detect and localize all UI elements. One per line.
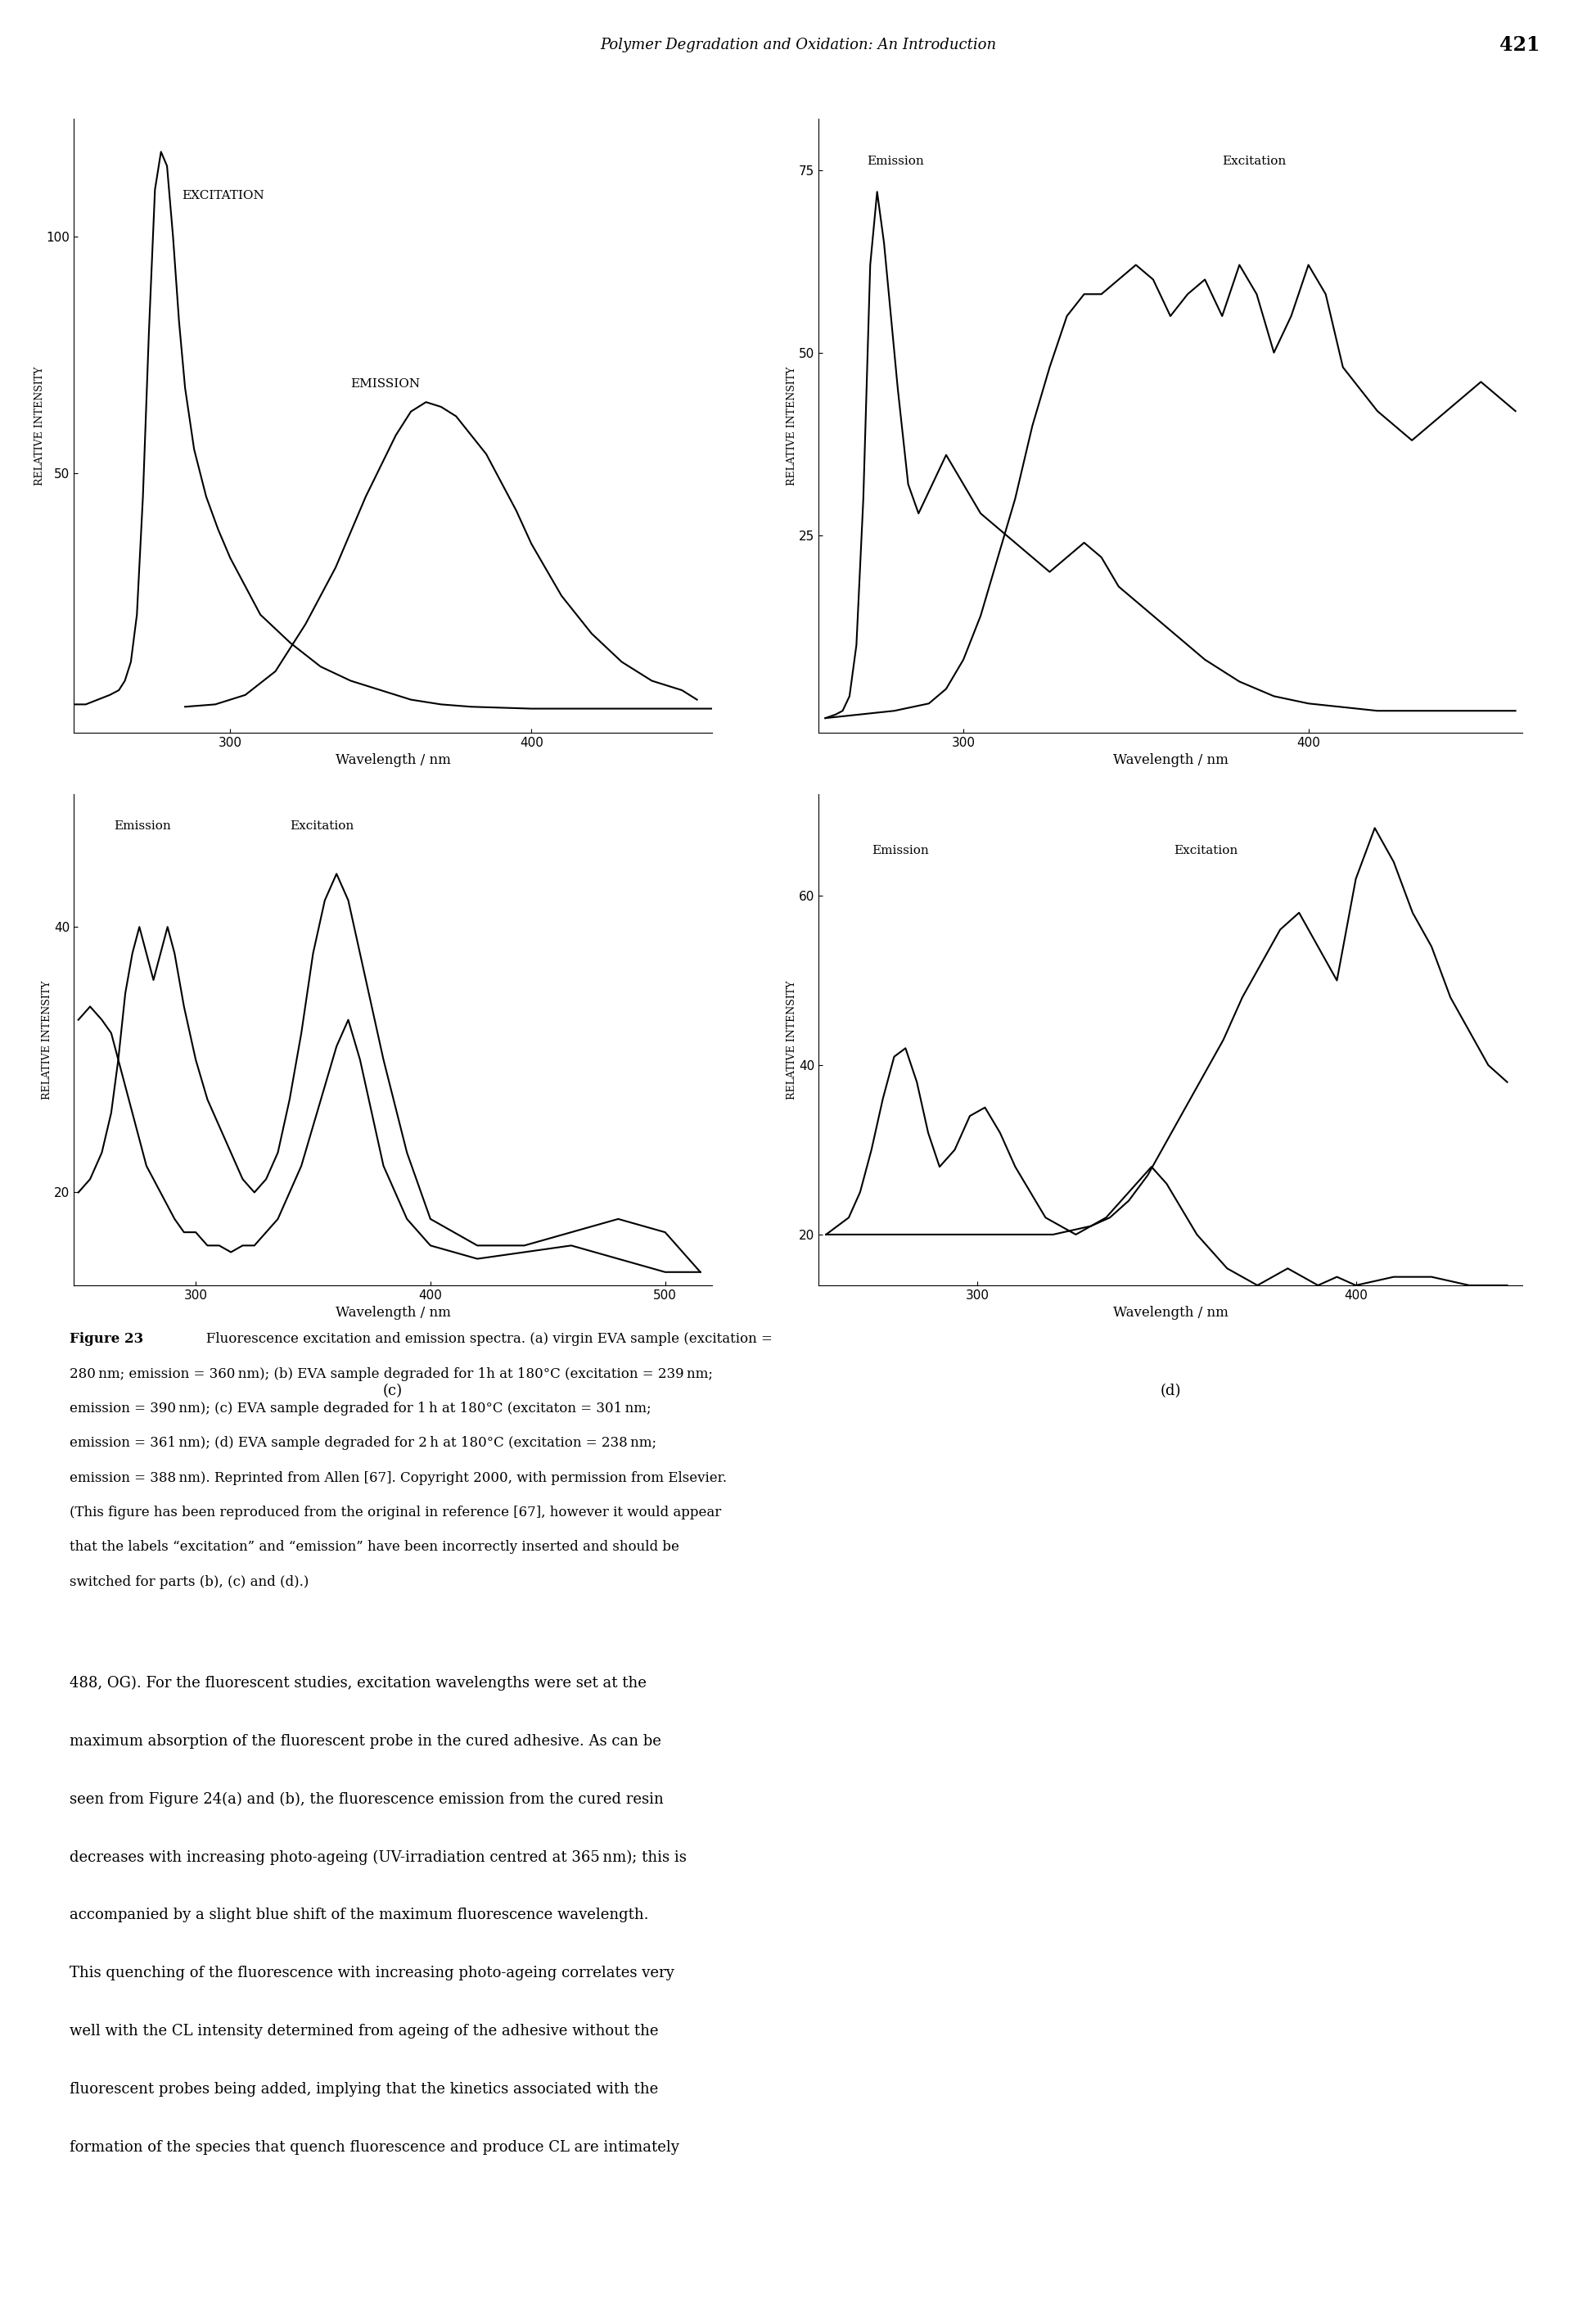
- Text: decreases with increasing photo-ageing (UV-irradiation centred at 365 nm); this : decreases with increasing photo-ageing (…: [70, 1850, 686, 1864]
- Text: 421: 421: [1500, 35, 1540, 56]
- Text: Emission: Emission: [871, 845, 929, 856]
- Text: Excitation: Excitation: [1223, 156, 1286, 167]
- Text: Fluorescence excitation and emission spectra. (a) virgin EVA sample (excitation : Fluorescence excitation and emission spe…: [193, 1332, 772, 1346]
- Text: (c): (c): [383, 1383, 402, 1397]
- Y-axis label: RELATIVE INTENSITY: RELATIVE INTENSITY: [41, 979, 53, 1100]
- Text: Polymer Degradation and Oxidation: An Introduction: Polymer Degradation and Oxidation: An In…: [600, 37, 996, 53]
- Text: accompanied by a slight blue shift of the maximum fluorescence wavelength.: accompanied by a slight blue shift of th…: [70, 1908, 648, 1922]
- Text: emission = 361 nm); (d) EVA sample degraded for 2 h at 180°C (excitation = 238 n: emission = 361 nm); (d) EVA sample degra…: [70, 1437, 656, 1451]
- X-axis label: Wavelength / nm: Wavelength / nm: [335, 1307, 450, 1321]
- Text: emission = 390 nm); (c) EVA sample degraded for 1 h at 180°C (excitaton = 301 nm: emission = 390 nm); (c) EVA sample degra…: [70, 1402, 651, 1416]
- Text: (b): (b): [1160, 856, 1181, 870]
- Y-axis label: RELATIVE INTENSITY: RELATIVE INTENSITY: [34, 367, 45, 485]
- Text: switched for parts (b), (c) and (d).): switched for parts (b), (c) and (d).): [70, 1576, 310, 1590]
- Text: seen from Figure 24(a) and (b), the fluorescence emission from the cured resin: seen from Figure 24(a) and (b), the fluo…: [70, 1792, 664, 1806]
- Text: formation of the species that quench fluorescence and produce CL are intimately: formation of the species that quench flu…: [70, 2140, 680, 2156]
- X-axis label: Wavelength / nm: Wavelength / nm: [1112, 1307, 1227, 1321]
- Text: Emission: Emission: [113, 822, 171, 833]
- X-axis label: Wavelength / nm: Wavelength / nm: [1112, 754, 1227, 768]
- Text: Emission: Emission: [867, 156, 924, 167]
- Text: EMISSION: EMISSION: [351, 378, 420, 390]
- Text: that the labels “excitation” and “emission” have been incorrectly inserted and s: that the labels “excitation” and “emissi…: [70, 1541, 680, 1555]
- Text: Figure 23: Figure 23: [70, 1332, 144, 1346]
- Y-axis label: RELATIVE INTENSITY: RELATIVE INTENSITY: [787, 979, 798, 1100]
- Y-axis label: RELATIVE INTENSITY: RELATIVE INTENSITY: [787, 367, 798, 485]
- Text: 280 nm; emission = 360 nm); (b) EVA sample degraded for 1h at 180°C (excitation : 280 nm; emission = 360 nm); (b) EVA samp…: [70, 1367, 713, 1381]
- Text: well with the CL intensity determined from ageing of the adhesive without the: well with the CL intensity determined fr…: [70, 2024, 659, 2038]
- Text: EXCITATION: EXCITATION: [182, 190, 265, 202]
- Text: Excitation: Excitation: [1175, 845, 1238, 856]
- Text: (a): (a): [383, 856, 402, 870]
- Text: maximum absorption of the fluorescent probe in the cured adhesive. As can be: maximum absorption of the fluorescent pr…: [70, 1734, 661, 1748]
- Text: 488, OG). For the fluorescent studies, excitation wavelengths were set at the: 488, OG). For the fluorescent studies, e…: [70, 1676, 646, 1690]
- Text: fluorescent probes being added, implying that the kinetics associated with the: fluorescent probes being added, implying…: [70, 2082, 658, 2096]
- Text: (This figure has been reproduced from the original in reference [67], however it: (This figure has been reproduced from th…: [70, 1506, 721, 1520]
- X-axis label: Wavelength / nm: Wavelength / nm: [335, 754, 450, 768]
- Text: emission = 388 nm). Reprinted from Allen [67]. Copyright 2000, with permission f: emission = 388 nm). Reprinted from Allen…: [70, 1472, 726, 1485]
- Text: (d): (d): [1160, 1383, 1181, 1397]
- Text: This quenching of the fluorescence with increasing photo-ageing correlates very: This quenching of the fluorescence with …: [70, 1966, 674, 1980]
- Text: Excitation: Excitation: [289, 822, 354, 833]
